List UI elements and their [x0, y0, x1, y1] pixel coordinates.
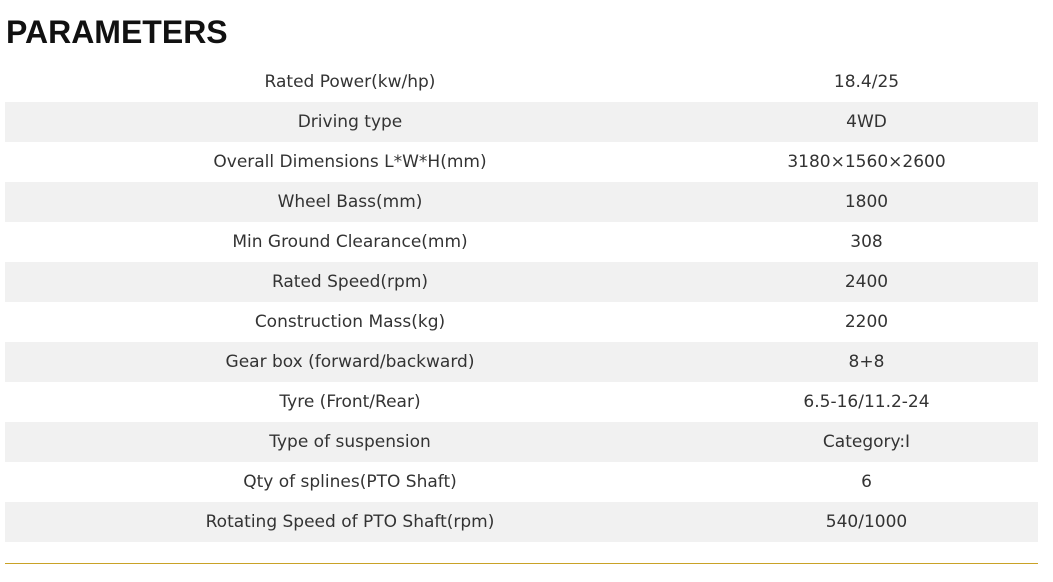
parameter-label: Rated Power(kw/hp)	[264, 72, 436, 92]
table-row: Type of suspension Category:I	[5, 422, 1038, 462]
table-row: Rated Speed(rpm) 2400	[5, 262, 1038, 302]
table-row: Tyre (Front/Rear) 6.5-16/11.2-24	[5, 382, 1038, 422]
parameter-value: 1800	[695, 182, 1038, 222]
table-row: Min Ground Clearance(mm) 308	[5, 222, 1038, 262]
table-row: Driving type 4WD	[5, 102, 1038, 142]
parameters-table: Rated Power(kw/hp) 18.4/25 Driving type 4WD…	[5, 62, 1038, 542]
page-title: PARAMETERS	[6, 14, 228, 50]
parameter-value: 18.4/25	[833, 72, 900, 92]
parameter-label: Rated Speed(rpm)	[5, 262, 695, 302]
parameter-label: Gear box (forward/backward)	[5, 342, 695, 382]
table-row: Overall Dimensions L*W*H(mm) 3180×1560×26…	[5, 142, 1038, 182]
parameter-value: 540/1000	[695, 502, 1038, 542]
parameter-label: Overall Dimensions L*W*H(mm)	[213, 152, 487, 172]
parameter-value: 3180×1560×2600	[787, 152, 946, 172]
parameter-value: 308	[850, 232, 883, 252]
table-row: Construction Mass(kg) 2200	[5, 302, 1038, 342]
table-row: Qty of splines(PTO Shaft) 6	[5, 462, 1038, 502]
parameter-label: Min Ground Clearance(mm)	[232, 232, 468, 252]
parameter-label: Tyre (Front/Rear)	[279, 392, 421, 412]
parameter-value: 6	[861, 472, 872, 492]
table-row: Wheel Bass(mm) 1800	[5, 182, 1038, 222]
table-row: Gear box (forward/backward) 8+8	[5, 342, 1038, 382]
parameter-value: 2400	[695, 262, 1038, 302]
parameter-label: Type of suspension	[5, 422, 695, 462]
table-row: Rotating Speed of PTO Shaft(rpm) 540/1000	[5, 502, 1038, 542]
parameter-label: Construction Mass(kg)	[254, 312, 446, 332]
parameter-value: 6.5-16/11.2-24	[803, 392, 930, 412]
parameter-label: Driving type	[5, 102, 695, 142]
parameter-value: 2200	[844, 312, 889, 332]
parameter-value: Category:I	[695, 422, 1038, 462]
parameter-value: 4WD	[695, 102, 1038, 142]
parameter-value: 8+8	[695, 342, 1038, 382]
parameter-label: Rotating Speed of PTO Shaft(rpm)	[5, 502, 695, 542]
parameter-label: Wheel Bass(mm)	[5, 182, 695, 222]
parameter-label: Qty of splines(PTO Shaft)	[243, 472, 457, 492]
divider	[5, 563, 1038, 564]
table-row: Rated Power(kw/hp) 18.4/25	[5, 62, 1038, 102]
